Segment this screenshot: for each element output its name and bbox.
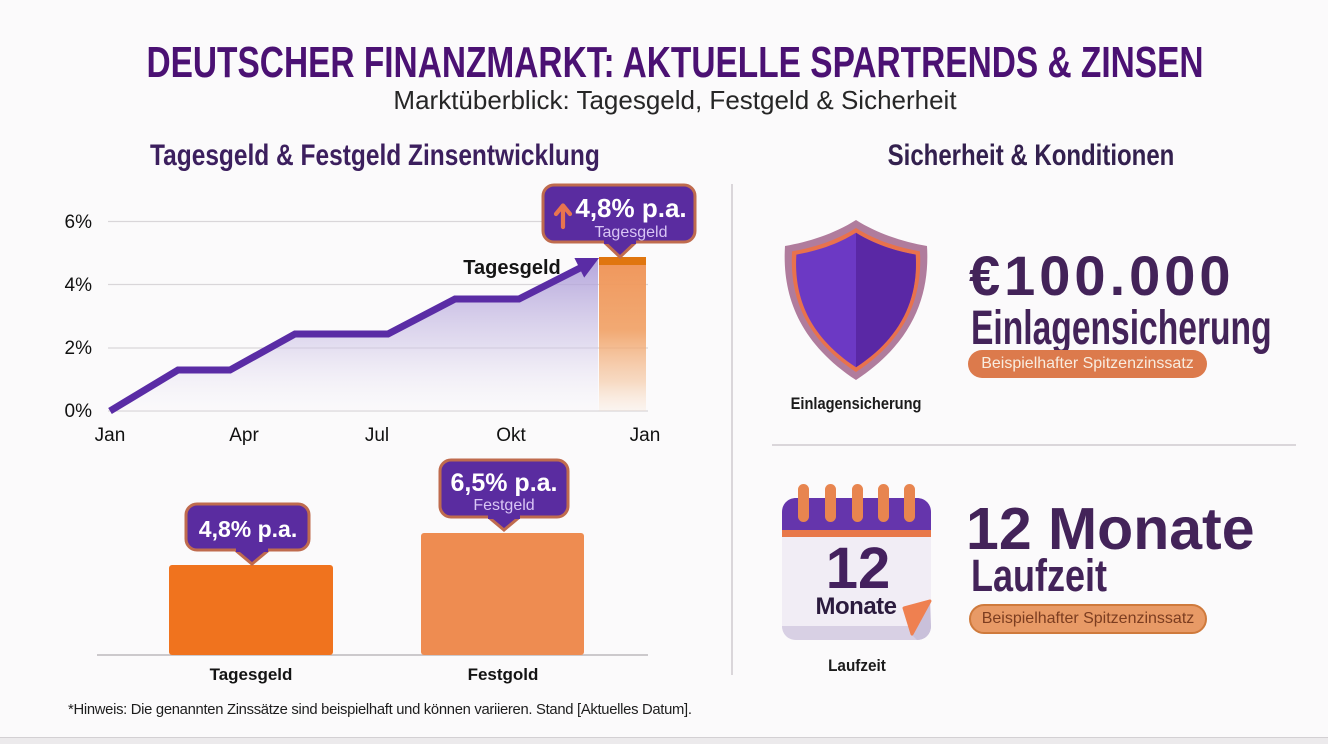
svg-text:2%: 2% [65, 338, 93, 359]
svg-text:Apr: Apr [229, 425, 259, 446]
svg-text:Jan: Jan [630, 425, 661, 446]
svg-text:4,8% p.a.: 4,8% p.a. [575, 193, 686, 223]
svg-text:Jan: Jan [95, 425, 126, 446]
svg-text:Tagesgeld: Tagesgeld [595, 224, 668, 241]
svg-text:6%: 6% [65, 212, 93, 233]
svg-text:Tagesgeld: Tagesgeld [210, 665, 293, 684]
svg-text:Festgeld: Festgeld [473, 497, 534, 514]
svg-text:4,8% p.a.: 4,8% p.a. [199, 516, 297, 542]
svg-text:0%: 0% [65, 401, 93, 422]
svg-text:Festgold: Festgold [468, 665, 539, 684]
svg-text:Jul: Jul [365, 425, 389, 446]
svg-text:12: 12 [826, 536, 891, 601]
svg-text:Tagesgeld: Tagesgeld [463, 257, 560, 279]
svg-text:4%: 4% [65, 275, 93, 296]
svg-text:Monate: Monate [816, 593, 897, 620]
svg-text:6,5% p.a.: 6,5% p.a. [451, 469, 558, 497]
svg-text:Okt: Okt [496, 425, 526, 446]
